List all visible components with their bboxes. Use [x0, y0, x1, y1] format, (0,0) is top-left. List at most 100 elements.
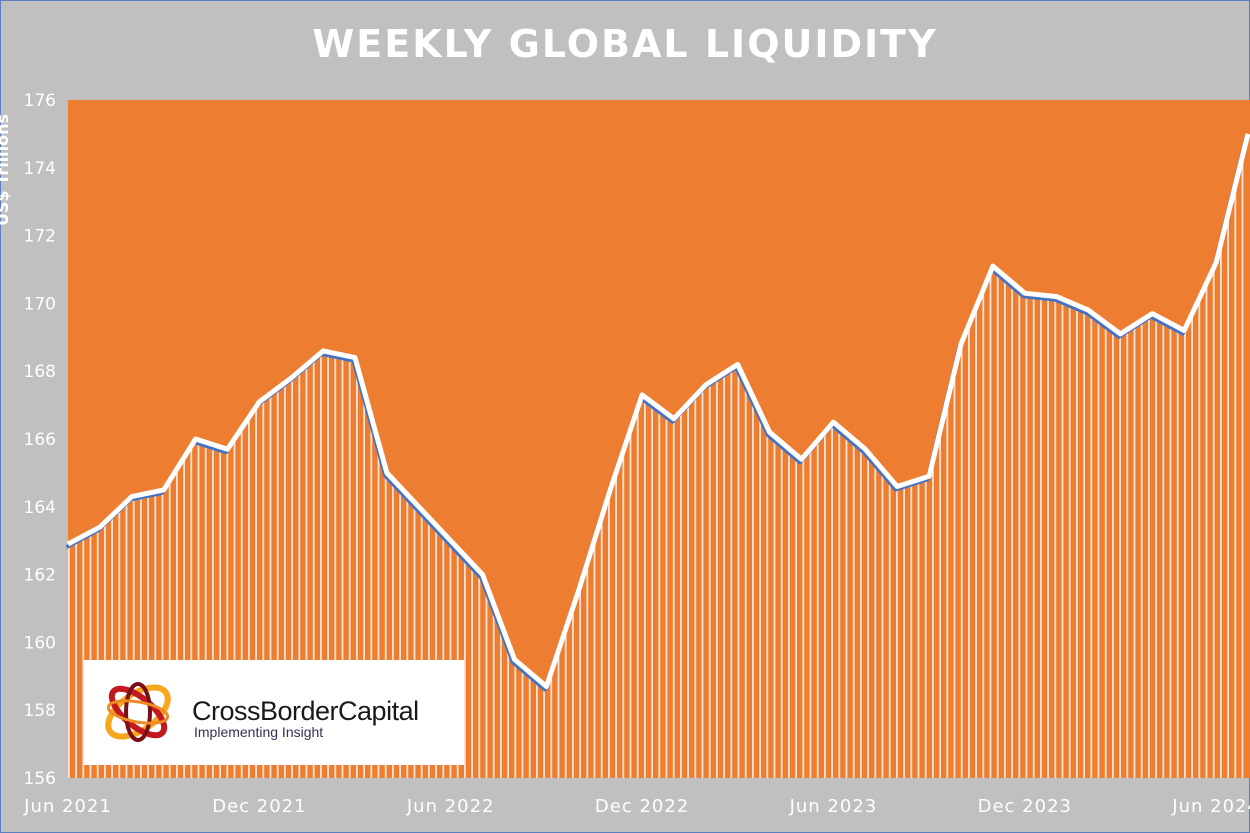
area-fill-bar [543, 683, 545, 778]
area-fill-bar [291, 378, 293, 778]
x-tick-label: Jun 2023 [789, 796, 878, 817]
area-fill-bar [960, 344, 963, 778]
area-fill-bar [924, 477, 927, 778]
area-fill-bar [636, 410, 639, 778]
y-tick-label: 174 [24, 159, 56, 179]
area-fill-bar [464, 554, 466, 778]
area-fill-bar [723, 373, 725, 778]
area-fill-bar [442, 531, 445, 778]
area-fill-bar [932, 464, 934, 778]
area-fill-bar [449, 539, 452, 778]
area-fill-bar [953, 374, 956, 778]
area-fill-bar [298, 371, 301, 778]
area-fill-bar [1220, 247, 1222, 778]
area-fill-bar [1040, 294, 1042, 778]
area-fill-bar [982, 291, 985, 778]
area-fill-bar [147, 493, 149, 778]
area-fill-bar [507, 640, 509, 778]
area-fill-bar [312, 359, 315, 778]
area-fill-bar [1126, 330, 1129, 778]
area-fill-bar [586, 565, 589, 778]
area-fill-bar [975, 309, 977, 778]
area-fill-bar [377, 439, 380, 778]
area-fill-bar [1054, 296, 1057, 778]
area-fill-bar [1198, 300, 1201, 778]
area-fill-bar [341, 354, 344, 778]
area-fill-bar [226, 448, 229, 778]
area-fill-bar [176, 470, 178, 778]
area-fill-bar [845, 432, 848, 778]
area-fill-bar [1068, 301, 1071, 778]
area-fill-bar [435, 524, 437, 778]
area-fill-bar [773, 435, 776, 778]
area-fill-bar [788, 447, 790, 778]
area-fill-bar [428, 516, 430, 778]
area-fill-bar [557, 653, 560, 778]
area-fill-bar [1032, 294, 1035, 778]
area-fill-bar [766, 425, 769, 778]
area-fill-bar [82, 536, 85, 778]
area-fill-bar [694, 396, 697, 778]
area-fill-bar [111, 516, 113, 778]
area-fill-bar [1227, 217, 1229, 778]
area-fill-bar [795, 454, 797, 778]
area-fill-bar [989, 274, 992, 778]
x-axis-ticks: Jun 2021 Dec 2021 Jun 2022 Dec 2022 Jun 2023… [23, 796, 1250, 817]
area-fill-bar [860, 444, 862, 778]
area-fill-bar [528, 671, 531, 778]
area-fill-bar [1191, 315, 1193, 778]
area-fill-bar [125, 502, 128, 778]
area-fill-bar [514, 659, 517, 778]
logo-tagline: Implementing Insight [194, 724, 324, 740]
area-fill-bar [96, 528, 99, 778]
area-fill-bar [204, 441, 207, 778]
area-fill-bar [816, 441, 819, 778]
area-fill-bar [104, 523, 106, 778]
area-fill-bar [212, 444, 214, 778]
area-fill-bar [608, 496, 610, 778]
area-fill-bar [708, 382, 711, 778]
area-fill-bar [651, 401, 653, 778]
area-fill-bar [687, 404, 689, 778]
area-fill-bar [478, 570, 481, 778]
area-fill-bar [1011, 281, 1013, 778]
area-fill-bar [903, 484, 905, 778]
company-logo: CrossBorderCapital Implementing Insight [84, 660, 464, 765]
y-tick-label: 164 [24, 498, 56, 518]
area-fill-bar [1234, 188, 1237, 778]
area-fill-bar [161, 490, 164, 778]
area-fill-bar [89, 532, 92, 778]
area-fill-bar [1061, 298, 1064, 778]
area-fill-bar [132, 496, 135, 778]
area-fill-bar [536, 677, 538, 778]
logo-rings-icon [105, 682, 171, 742]
area-fill-bar [348, 356, 351, 778]
area-fill-bar [471, 562, 473, 778]
area-fill-bar [1169, 322, 1172, 778]
area-fill-bar [996, 269, 999, 778]
area-fill-bar [752, 394, 754, 778]
area-fill-bar [1119, 333, 1121, 778]
area-fill-bar [305, 365, 308, 778]
area-fill-bar [1184, 330, 1186, 778]
area-fill-bar [363, 387, 365, 778]
area-fill-bar [1047, 295, 1049, 778]
area-fill-bar [284, 383, 286, 778]
area-fill-bar [888, 476, 891, 778]
area-fill-bar [75, 540, 77, 778]
area-fill-bar [572, 610, 574, 778]
area-fill-bar [910, 482, 913, 778]
area-fill-bar [1205, 285, 1208, 778]
area-fill-bar [1176, 326, 1179, 778]
area-fill-bar [334, 353, 337, 778]
x-tick-label: Dec 2023 [978, 796, 1072, 817]
area-fill-bar [874, 459, 877, 778]
y-tick-label: 172 [24, 227, 56, 247]
area-fill-bar [269, 394, 272, 778]
logo-name: CrossBorderCapital [192, 696, 419, 726]
area-fill-bar [1076, 304, 1078, 778]
area-fill-bar [759, 410, 761, 778]
area-fill-bar [384, 465, 387, 778]
area-fill-bar [197, 439, 200, 778]
x-tick-label: Jun 2022 [406, 796, 495, 817]
